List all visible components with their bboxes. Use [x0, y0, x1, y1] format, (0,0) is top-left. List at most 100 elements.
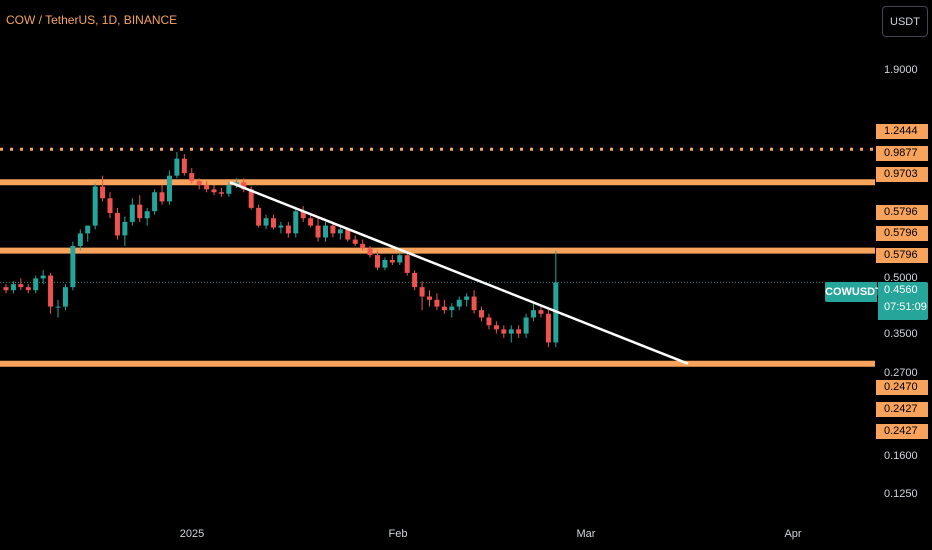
candle-body [33, 278, 39, 291]
candle-body [278, 225, 284, 228]
candle-body [516, 329, 522, 334]
candle-body [77, 233, 83, 247]
candle-body [211, 189, 217, 193]
level-tag: 0.2427 [876, 424, 928, 439]
candle-body [218, 192, 224, 194]
candle-body [122, 221, 128, 236]
price-tick: 0.2700 [884, 367, 918, 379]
candle-body [434, 299, 440, 307]
candle-body [375, 255, 380, 268]
time-scale[interactable] [0, 520, 875, 550]
price-tick: 1.9000 [884, 64, 918, 76]
candle-body [300, 211, 306, 219]
candle-body [382, 260, 388, 268]
symbol-tag: COWUSDT [825, 282, 882, 302]
last-price: 0.4560 [884, 284, 918, 296]
candle-body [189, 173, 195, 181]
candle-body [70, 246, 76, 288]
candle-body [226, 185, 232, 194]
candle-body [412, 272, 418, 288]
candle-body [330, 225, 336, 234]
candle-body [508, 329, 514, 334]
candle-body [10, 284, 16, 291]
candle-body [322, 225, 328, 238]
candle-body [493, 325, 499, 330]
candle-body [174, 158, 180, 176]
candle-body [25, 287, 31, 291]
candle-body [441, 306, 447, 311]
candle-body [92, 186, 98, 226]
candle-body [159, 192, 165, 202]
candle-body [100, 186, 106, 199]
candle-body [152, 192, 158, 212]
price-chart[interactable] [0, 0, 875, 520]
candle-body [256, 207, 262, 226]
candle-body [352, 239, 358, 244]
candle-body [137, 204, 143, 219]
candle-body [389, 260, 395, 263]
level-tag: 0.2427 [876, 402, 928, 417]
candle-body [270, 218, 276, 228]
candle-body [486, 317, 492, 326]
candle-body [337, 229, 343, 234]
candle-body [367, 248, 373, 256]
price-tick: 0.3500 [884, 328, 918, 340]
level-tag: 0.5796 [876, 226, 928, 241]
level-tag: 0.5796 [876, 248, 928, 263]
candle-body [114, 212, 120, 236]
bar-countdown: 07:51:09 [884, 301, 927, 313]
candle-body [501, 329, 507, 334]
candle-body [181, 158, 187, 174]
candle-body [204, 185, 210, 190]
time-label: 2025 [179, 528, 205, 540]
candle-body [55, 306, 61, 308]
candle-body [360, 243, 366, 249]
candle-body [449, 306, 455, 311]
level-tag: 0.9877 [876, 146, 928, 161]
level-tag: 0.5796 [876, 205, 928, 220]
candle-body [248, 189, 254, 208]
time-label: Mar [576, 528, 596, 540]
chart-area[interactable] [0, 0, 875, 520]
candle-body [241, 182, 247, 190]
candle-body [538, 310, 544, 314]
level-tag: 1.2444 [876, 124, 928, 139]
candle-body [18, 284, 24, 288]
candle-body [523, 317, 529, 334]
currency-button[interactable]: USDT [882, 6, 928, 37]
candle-body [404, 255, 410, 273]
candle-body [471, 296, 477, 311]
candle-body [85, 225, 91, 234]
candle-body [129, 204, 135, 222]
candle-body [427, 296, 433, 300]
candle-body [531, 310, 537, 318]
trendline [229, 181, 689, 365]
candle-body [419, 287, 425, 297]
candle-body [308, 218, 314, 226]
candle-body [48, 275, 54, 307]
candle-body [3, 287, 9, 291]
candle-body [464, 296, 470, 300]
candle-body [479, 310, 485, 318]
candle-body [545, 313, 551, 343]
candle-body [345, 229, 351, 240]
candle-body [285, 225, 291, 234]
candle-body [107, 198, 113, 213]
price-tick: 0.5000 [884, 272, 918, 284]
time-label: Feb [388, 528, 408, 540]
candle-body [315, 225, 321, 238]
price-tick: 0.1250 [884, 488, 918, 500]
candle-body [397, 255, 403, 263]
candle-body [62, 287, 68, 307]
candle-body [263, 218, 269, 226]
candle-body [196, 180, 202, 186]
time-label: Apr [784, 528, 802, 540]
candle-body [166, 175, 172, 202]
price-tick: 0.1600 [884, 450, 918, 462]
price-scale[interactable] [875, 0, 932, 550]
candle-body [144, 211, 150, 219]
candle-body [456, 299, 462, 307]
level-tag: 0.9703 [876, 167, 928, 182]
candle-body [293, 211, 299, 234]
chart-title: COW / TetherUS, 1D, BINANCE [6, 13, 178, 27]
